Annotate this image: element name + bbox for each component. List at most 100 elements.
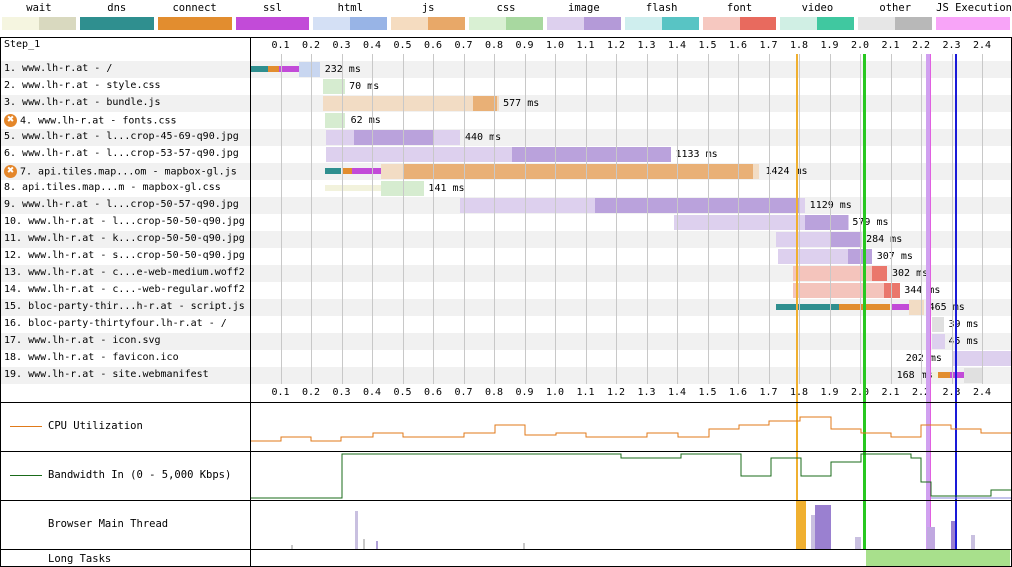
- duration-label: 344 ms: [904, 285, 941, 296]
- gridline: [585, 54, 587, 384]
- request-label[interactable]: 14. www.lh-r.at - c...-web-regular.woff2: [4, 284, 250, 295]
- gridline: [555, 54, 556, 384]
- request-row[interactable]: 3. www.lh-r.at - bundle.js 577 ms: [0, 95, 1012, 112]
- gridline: [738, 54, 739, 384]
- gridline: [677, 54, 678, 384]
- request-label-text: 1. www.lh-r.at - /: [4, 63, 113, 74]
- gridline: [402, 54, 404, 384]
- request-label[interactable]: 10. www.lh-r.at - l...crop-50-50-q90.jpg: [4, 216, 250, 227]
- tick-label: 1.6: [728, 387, 748, 398]
- legend-item: ssl: [235, 0, 310, 34]
- error-icon: ✖: [4, 165, 17, 178]
- tick-label: 0.7: [454, 40, 473, 51]
- request-label[interactable]: ✖ 7. api.tiles.map...om - mapbox-gl.js: [4, 165, 250, 178]
- legend-label: js: [421, 2, 435, 14]
- request-label[interactable]: 18. www.lh-r.at - favicon.ico: [4, 352, 250, 363]
- bandwidth-line-swatch: [10, 474, 42, 476]
- request-label[interactable]: 17. www.lh-r.at - icon.svg: [4, 335, 250, 346]
- request-label-text: 18. www.lh-r.at - favicon.ico: [4, 352, 179, 363]
- tick-label: 1.0: [545, 387, 565, 398]
- legend-swatch: [157, 17, 232, 30]
- request-label[interactable]: 12. www.lh-r.at - s...crop-50-50-q90.jpg: [4, 250, 250, 261]
- tick-label: 1.0: [545, 40, 565, 51]
- request-row[interactable]: 2. www.lh-r.at - style.css 70 ms: [0, 78, 1012, 95]
- request-row[interactable]: ✖ 4. www.lh-r.at - fonts.css 62 ms: [0, 112, 1012, 129]
- timing-bar: [963, 368, 982, 383]
- gridline: [860, 54, 861, 384]
- request-label[interactable]: 15. bloc-party-thir...h-r.at - script.js: [4, 301, 250, 312]
- error-icon: ✖: [4, 114, 17, 127]
- duration-label: 307 ms: [876, 251, 913, 262]
- request-row[interactable]: 5. www.lh-r.at - l...crop-45-69-q90.jpg 4…: [0, 129, 1012, 146]
- duration-label: 577 ms: [503, 98, 540, 109]
- tick-label: 2.3: [942, 40, 961, 51]
- request-row[interactable]: 8. api.tiles.map...m - mapbox-gl.css 141 …: [0, 180, 1012, 197]
- request-label[interactable]: ✖ 4. www.lh-r.at - fonts.css: [4, 114, 250, 127]
- bandwidth-panel-label: Bandwidth In (0 - 5,000 Kbps): [0, 469, 250, 481]
- request-row[interactable]: 12. www.lh-r.at - s...crop-50-50-q90.jpg…: [0, 248, 1012, 265]
- request-row[interactable]: 1. www.lh-r.at - / 232 ms: [0, 61, 1012, 78]
- timing-bar: [341, 168, 353, 174]
- timing-bar: [890, 304, 909, 310]
- duration-label: 1133 ms: [675, 149, 718, 160]
- duration-label: 232 ms: [324, 64, 361, 75]
- duration-label: 1129 ms: [809, 200, 852, 211]
- tick-label: 2.4: [972, 40, 992, 51]
- duration-label: 168 ms: [896, 370, 933, 381]
- timing-bar: [776, 304, 839, 310]
- tick-label: 1.3: [637, 387, 656, 398]
- gridline: [707, 54, 709, 384]
- gridline: [646, 54, 648, 384]
- request-label-text: 9. www.lh-r.at - l...crop-50-57-q90.jpg: [4, 199, 239, 210]
- request-label[interactable]: 2. www.lh-r.at - style.css: [4, 80, 250, 91]
- legend-item: JS Execution: [936, 0, 1012, 34]
- tick-label: 2.2: [911, 40, 931, 51]
- request-label-text: 14. www.lh-r.at - c...-web-regular.woff2: [4, 284, 245, 295]
- legend-label: ssl: [262, 2, 282, 14]
- legend-label: wait: [26, 2, 52, 14]
- request-label[interactable]: 19. www.lh-r.at - site.webmanifest: [4, 369, 250, 380]
- timing-bar: [931, 372, 938, 378]
- request-row[interactable]: 17. www.lh-r.at - icon.svg 45 ms: [0, 333, 1012, 350]
- request-row[interactable]: ✖ 7. api.tiles.map...om - mapbox-gl.js 142…: [0, 163, 1012, 180]
- request-label-text: 19. www.lh-r.at - site.webmanifest: [4, 369, 209, 380]
- bandwidth-label-text: Bandwidth In (0 - 5,000 Kbps): [48, 469, 232, 481]
- request-row[interactable]: 11. www.lh-r.at - k...crop-50-50-q90.jpg…: [0, 231, 1012, 248]
- timing-bar: [323, 79, 345, 94]
- request-label[interactable]: 16. bloc-party-thirtyfour.lh-r.at - /: [4, 318, 250, 329]
- request-row[interactable]: 18. www.lh-r.at - favicon.ico 202 ms: [0, 350, 1012, 367]
- request-label[interactable]: 3. www.lh-r.at - bundle.js: [4, 97, 250, 108]
- request-label[interactable]: 1. www.lh-r.at - /: [4, 63, 250, 74]
- request-label-text: 12. www.lh-r.at - s...crop-50-50-q90.jpg: [4, 250, 245, 261]
- request-row[interactable]: 9. www.lh-r.at - l...crop-50-57-q90.jpg 1…: [0, 197, 1012, 214]
- request-label[interactable]: 11. www.lh-r.at - k...crop-50-50-q90.jpg: [4, 233, 250, 244]
- request-label-text: 7. api.tiles.map...om - mapbox-gl.js: [20, 166, 237, 178]
- tick-label: 1.4: [667, 40, 687, 51]
- download-bar: [594, 198, 799, 213]
- request-label[interactable]: 5. www.lh-r.at - l...crop-45-69-q90.jpg: [4, 131, 250, 142]
- request-row[interactable]: 10. www.lh-r.at - l...crop-50-50-q90.jpg…: [0, 214, 1012, 231]
- legend-item: other: [858, 0, 933, 34]
- tick-label: 1.6: [728, 40, 748, 51]
- tick-label: 1.7: [759, 387, 778, 398]
- legend-item: font: [702, 0, 777, 34]
- request-row[interactable]: 6. www.lh-r.at - l...crop-53-57-q90.jpg 1…: [0, 146, 1012, 163]
- request-label[interactable]: 8. api.tiles.map...m - mapbox-gl.css: [4, 182, 250, 193]
- request-row[interactable]: 16. bloc-party-thirtyfour.lh-r.at - / 39 …: [0, 316, 1012, 333]
- tick-label: 0.8: [484, 40, 504, 51]
- tick-label: 0.2: [301, 387, 321, 398]
- duration-label: 39 ms: [948, 319, 979, 330]
- legend-label: flash: [645, 2, 678, 14]
- tick-label: 0.1: [271, 387, 290, 398]
- timing-bar: [792, 283, 900, 298]
- label-divider: [250, 37, 251, 567]
- request-label[interactable]: 9. www.lh-r.at - l...crop-50-57-q90.jpg: [4, 199, 250, 210]
- tick-label: 1.4: [667, 387, 687, 398]
- request-label[interactable]: 13. www.lh-r.at - c...e-web-medium.woff2: [4, 267, 250, 278]
- request-row[interactable]: 14. www.lh-r.at - c...-web-regular.woff2…: [0, 282, 1012, 299]
- panel-divider: [0, 500, 1012, 501]
- panel-divider: [0, 451, 1012, 452]
- tick-label: 0.5: [393, 387, 412, 398]
- duration-label: 579 ms: [852, 217, 889, 228]
- request-label[interactable]: 6. www.lh-r.at - l...crop-53-57-q90.jpg: [4, 148, 250, 159]
